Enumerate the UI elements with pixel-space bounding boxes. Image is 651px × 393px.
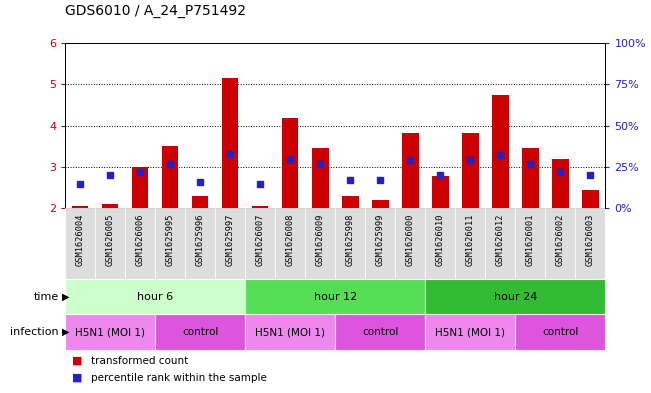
Bar (275, 208, 305, 279)
Bar (432, 176, 449, 208)
Bar (312, 149, 329, 208)
Bar (65, 279, 245, 314)
Text: H5N1 (MOI 1): H5N1 (MOI 1) (436, 327, 505, 337)
Bar (455, 208, 486, 279)
Bar (402, 133, 419, 208)
Text: ▶: ▶ (62, 292, 70, 302)
Text: control: control (542, 327, 579, 337)
Text: GSM1626010: GSM1626010 (436, 214, 445, 266)
Bar (305, 208, 335, 279)
Bar (582, 190, 599, 208)
Bar (516, 314, 605, 350)
Bar (245, 279, 425, 314)
Text: infection: infection (10, 327, 59, 337)
Text: GSM1626012: GSM1626012 (496, 214, 505, 266)
Text: GSM1626001: GSM1626001 (526, 214, 535, 266)
Bar (65, 208, 95, 279)
Text: time: time (33, 292, 59, 302)
Bar (125, 208, 155, 279)
Bar (102, 204, 118, 208)
Text: GSM1626008: GSM1626008 (286, 214, 295, 266)
Bar (486, 208, 516, 279)
Bar (342, 196, 359, 208)
Text: GSM1626011: GSM1626011 (466, 214, 475, 266)
Bar (72, 206, 89, 208)
Text: GSM1626005: GSM1626005 (105, 214, 115, 266)
Text: GSM1626009: GSM1626009 (316, 214, 325, 266)
Text: hour 6: hour 6 (137, 292, 173, 302)
Text: percentile rank within the sample: percentile rank within the sample (91, 373, 267, 383)
Text: hour 12: hour 12 (314, 292, 357, 302)
Bar (552, 159, 569, 208)
Bar (425, 314, 516, 350)
Bar (192, 196, 208, 208)
Bar (335, 314, 425, 350)
Bar (65, 314, 155, 350)
Text: GSM1625999: GSM1625999 (376, 214, 385, 266)
Text: H5N1 (MOI 1): H5N1 (MOI 1) (255, 327, 326, 337)
Bar (155, 314, 245, 350)
Text: control: control (362, 327, 398, 337)
Bar (546, 208, 575, 279)
Bar (245, 208, 275, 279)
Text: GSM1626006: GSM1626006 (135, 214, 145, 266)
Bar (372, 200, 389, 208)
Text: ▶: ▶ (62, 327, 70, 337)
Text: GSM1626000: GSM1626000 (406, 214, 415, 266)
Text: GSM1625995: GSM1625995 (165, 214, 174, 266)
Bar (462, 133, 478, 208)
Bar (245, 314, 335, 350)
Text: GSM1626002: GSM1626002 (556, 214, 565, 266)
Text: H5N1 (MOI 1): H5N1 (MOI 1) (75, 327, 145, 337)
Bar (575, 208, 605, 279)
Text: hour 24: hour 24 (493, 292, 537, 302)
Bar (162, 146, 178, 208)
Bar (335, 208, 365, 279)
Bar (222, 78, 238, 208)
Bar (132, 167, 148, 208)
Text: ■: ■ (72, 373, 82, 383)
Bar (155, 208, 185, 279)
Text: transformed count: transformed count (91, 356, 188, 366)
Text: GDS6010 / A_24_P751492: GDS6010 / A_24_P751492 (65, 4, 246, 18)
Bar (95, 208, 125, 279)
Text: GSM1625998: GSM1625998 (346, 214, 355, 266)
Bar (522, 149, 538, 208)
Text: control: control (182, 327, 218, 337)
Bar (365, 208, 395, 279)
Bar (395, 208, 425, 279)
Text: GSM1626007: GSM1626007 (256, 214, 265, 266)
Bar (215, 208, 245, 279)
Bar (282, 118, 299, 208)
Text: GSM1626004: GSM1626004 (76, 214, 85, 266)
Text: GSM1625996: GSM1625996 (196, 214, 204, 266)
Text: GSM1626003: GSM1626003 (586, 214, 595, 266)
Text: GSM1625997: GSM1625997 (226, 214, 235, 266)
Text: ■: ■ (72, 356, 82, 366)
Bar (252, 206, 268, 208)
Bar (425, 279, 605, 314)
Bar (425, 208, 455, 279)
Bar (516, 208, 546, 279)
Bar (492, 95, 508, 208)
Bar (185, 208, 215, 279)
